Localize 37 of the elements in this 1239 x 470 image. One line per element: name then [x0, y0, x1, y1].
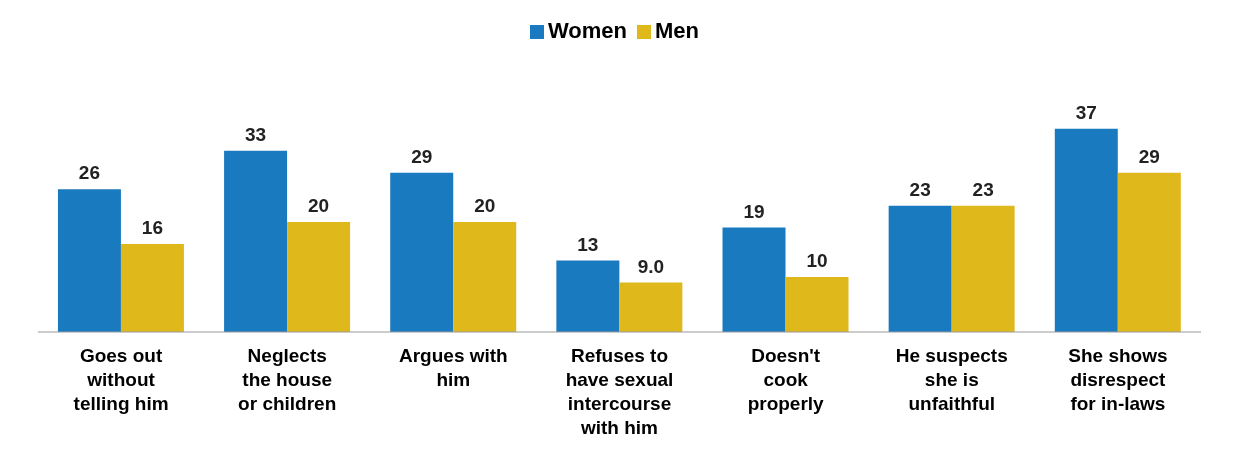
data-label: 16 — [141, 217, 164, 239]
bar — [619, 282, 683, 332]
bar — [224, 150, 288, 332]
bar — [57, 189, 121, 332]
data-label: 23 — [972, 178, 994, 200]
x-tick-label: Doesn't cook properly — [747, 345, 825, 414]
data-label: 29 — [411, 145, 433, 167]
bar — [722, 227, 786, 332]
data-label: 33 — [245, 123, 267, 145]
data-label: 13 — [577, 233, 599, 255]
bar — [888, 205, 952, 332]
bar — [556, 260, 620, 332]
bar — [1117, 172, 1181, 332]
x-tick-label: Argues with him — [398, 345, 508, 390]
data-label: 20 — [308, 195, 330, 217]
bar — [453, 222, 517, 332]
x-tick-label: She shows disrespect for in-laws — [1068, 345, 1168, 414]
bar — [120, 244, 184, 332]
data-label: 9.0 — [637, 255, 665, 277]
bar — [390, 172, 454, 332]
x-tick-label: Goes out without telling him — [73, 345, 169, 414]
data-label: 20 — [474, 195, 496, 217]
data-label: 23 — [909, 178, 931, 200]
data-label: 10 — [806, 250, 828, 272]
legend-label: Women — [547, 18, 628, 43]
bar — [951, 205, 1015, 332]
bar — [1054, 128, 1118, 332]
bar — [785, 277, 849, 332]
data-label: 37 — [1075, 101, 1097, 123]
bar — [287, 222, 351, 332]
legend-label: Men — [655, 18, 700, 43]
data-label: 29 — [1138, 145, 1160, 167]
x-tick-label: He suspects she is unfaithful — [895, 345, 1008, 414]
x-tick-label: Neglects the house or children — [238, 345, 337, 414]
x-tick-label: Refuses to have sexual intercourse with him — [565, 345, 674, 438]
data-label: 19 — [743, 200, 765, 222]
data-label: 26 — [78, 162, 101, 184]
